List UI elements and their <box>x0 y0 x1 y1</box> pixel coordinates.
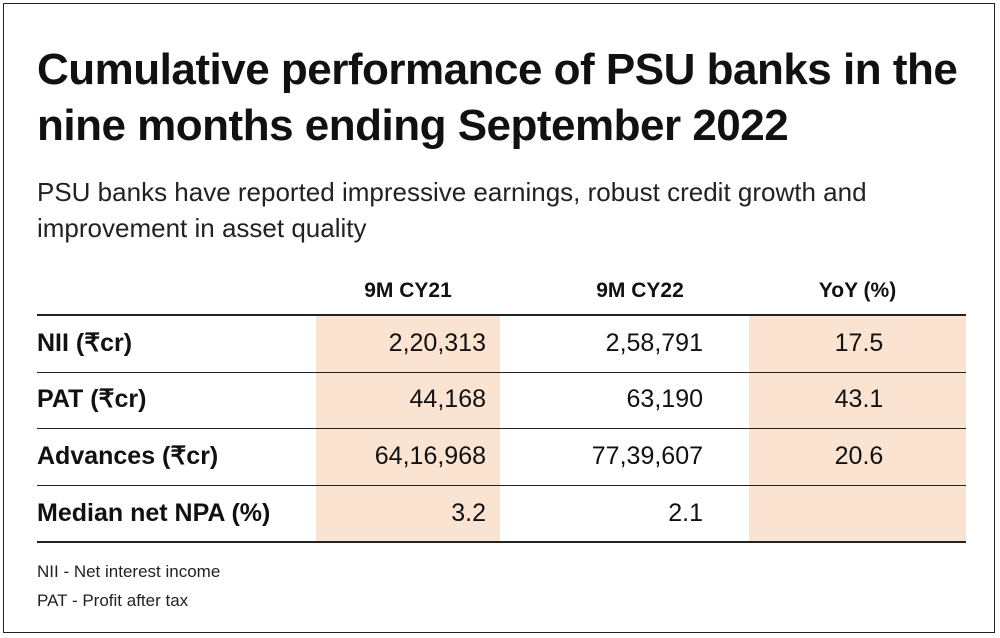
row-divider <box>37 428 966 429</box>
cell-yoy: 17.5 <box>834 329 884 357</box>
footnote-nii: NII - Net interest income <box>37 562 221 581</box>
page-subtitle: PSU banks have reported impressive earni… <box>37 177 867 243</box>
cell-cy21: 3.2 <box>451 499 486 527</box>
header-rule <box>37 314 966 316</box>
yoy-column-shading <box>749 316 966 542</box>
cy21-column-shading <box>316 316 500 542</box>
cell-cy21: 64,16,968 <box>374 442 486 470</box>
cell-yoy: 20.6 <box>834 442 884 470</box>
column-header-yoy: YoY (%) <box>818 279 897 302</box>
row-label: Advances (₹cr) <box>37 442 219 470</box>
column-header-cy22: 9M CY22 <box>596 279 684 302</box>
footnote-pat: PAT - Profit after tax <box>37 591 189 610</box>
row-divider <box>37 485 966 486</box>
cell-cy21: 2,20,313 <box>388 329 486 357</box>
cell-cy22: 2.1 <box>668 499 703 527</box>
row-label: NII (₹cr) <box>37 329 133 357</box>
cell-cy22: 2,58,791 <box>605 329 703 357</box>
row-divider <box>37 372 966 373</box>
page-title: Cumulative performance of PSU banks in t… <box>37 45 958 150</box>
row-label: Median net NPA (%) <box>37 499 271 527</box>
cell-yoy: 43.1 <box>834 385 884 413</box>
infographic-frame <box>3 3 995 633</box>
cell-cy21: 44,168 <box>409 385 486 413</box>
table-bottom-rule <box>37 541 966 543</box>
cell-cy22: 63,190 <box>626 385 703 413</box>
row-label: PAT (₹cr) <box>37 385 147 413</box>
cell-cy22: 77,39,607 <box>591 442 703 470</box>
column-header-cy21: 9M CY21 <box>364 279 452 302</box>
